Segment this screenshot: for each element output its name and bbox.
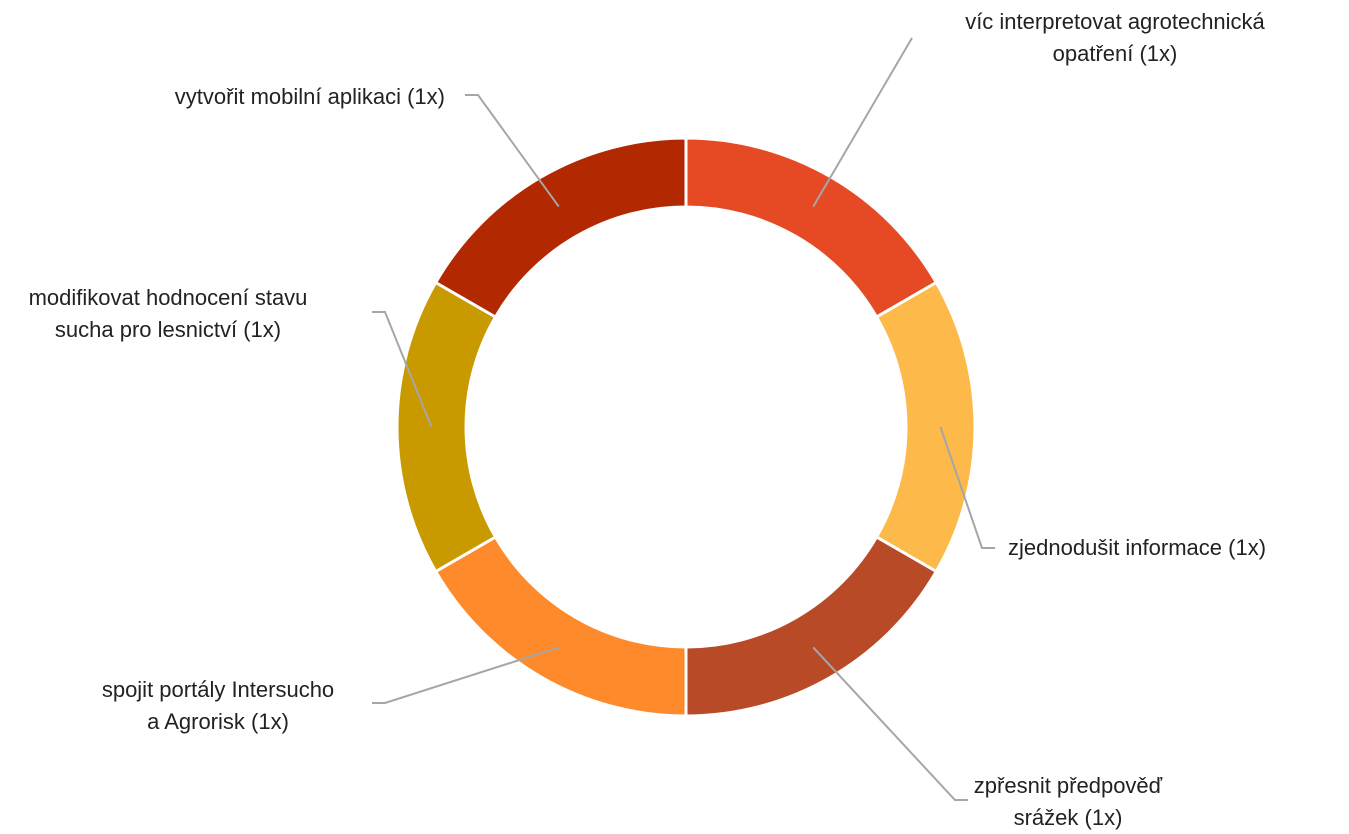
value-label: (1x) <box>1228 535 1267 560</box>
category-name: spojit portály Intersucho a Agrorisk <box>101 677 335 734</box>
leader-line <box>812 37 913 208</box>
value-label: (1x) <box>1139 41 1178 66</box>
data-label: zjednodušit informace (1x) <box>1008 532 1266 564</box>
category-name: víc interpretovat agrotechnická opatření <box>965 9 1265 66</box>
leader-line <box>939 426 995 549</box>
donut-segment <box>874 280 977 574</box>
leader-line <box>372 646 560 704</box>
leader-line <box>812 646 968 801</box>
data-label: vytvořit mobilní aplikaci (1x) <box>45 81 445 113</box>
value-label: (1x) <box>243 317 282 342</box>
leader-line <box>465 94 560 208</box>
donut-segment <box>433 136 688 320</box>
donut-segment <box>395 280 498 574</box>
value-label: (1x) <box>251 709 289 734</box>
data-label: modifikovat hodnocení stavu sucha pro le… <box>18 282 318 346</box>
category-name: vytvořit mobilní aplikaci <box>174 84 401 109</box>
donut-segment <box>684 136 939 320</box>
data-label: spojit portály Intersucho a Agrorisk (1x… <box>98 674 338 738</box>
data-label: víc interpretovat agrotechnická opatření… <box>945 6 1285 70</box>
value-label: (1x) <box>407 84 445 109</box>
value-label: (1x) <box>1084 805 1123 830</box>
donut-segment <box>433 534 688 718</box>
leader-line <box>372 311 433 428</box>
donut-segment <box>684 534 939 718</box>
category-name: zpřesnit předpověď srážek <box>973 773 1163 830</box>
category-name: modifikovat hodnocení stavu sucha pro le… <box>28 285 308 342</box>
category-name: zjednodušit informace <box>1008 535 1223 560</box>
data-label: zpřesnit předpověď srážek (1x) <box>958 770 1178 834</box>
